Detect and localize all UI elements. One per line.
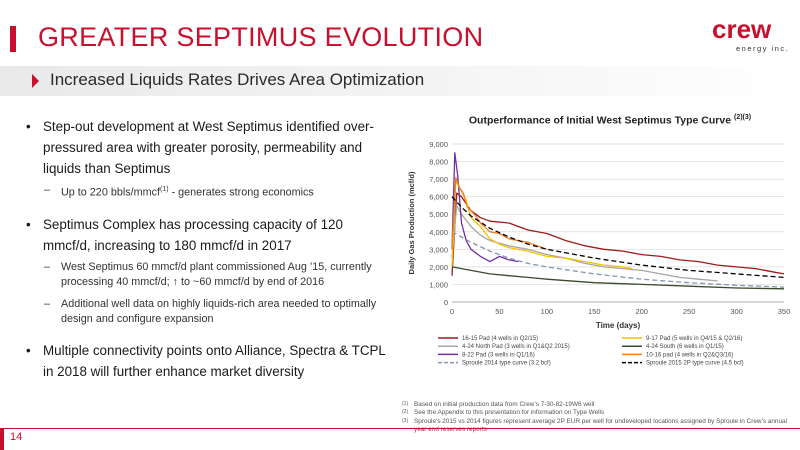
footnote-number: (3) [402,417,409,424]
x-axis-label: Time (days) [596,321,641,330]
page-subtitle: Increased Liquids Rates Drives Area Opti… [50,70,425,89]
chart-title-text: Outperformance of Initial West Septimus … [468,114,732,127]
y-tick-label: 6,000 [429,193,448,202]
y-tick-label: 0 [444,298,448,307]
legend-label: Sproule 2014 type curve (3.2 bcf) [462,361,551,367]
logo-wordmark: crew [712,14,772,44]
y-tick-label: 8,000 [429,158,448,167]
legend-label: 8-22 Pad (3 wells in Q1/16) [462,352,535,358]
y-tick-label: 7,000 [429,175,448,184]
x-tick-label: 350 [778,307,791,316]
y-axis-label: Daily Gas Production (mcf/d) [407,171,416,274]
page-title: GREATER SEPTIMUS EVOLUTION [38,22,484,52]
y-tick-label: 1,000 [429,280,448,289]
sub-bullet-item: Additional well data on highly liquids-r… [44,297,386,326]
x-tick-label: 0 [450,307,454,316]
series-line [451,180,633,270]
footnote-number: (2) [402,409,409,416]
sub-bullet-item: West Septimus 60 mmcf/d plant commission… [44,260,386,289]
footnote-item: (3) Sproule’s 2015 vs 2014 figures repres… [402,418,797,435]
crew-logo: crew energy inc. [712,14,792,54]
series-line [451,152,519,263]
legend-label: 10-16 pad (4 wells in Q2&Q3/16) [646,352,733,358]
footnotes: (1) Based on initial production data from… [402,401,797,435]
footnote-text: Sproule’s 2015 vs 2014 figures represent… [414,417,788,434]
chart-title: Outperformance of Initial West Septimus … [440,111,780,128]
series-line [451,204,718,282]
bullet-item: Septimus Complex has processing capacity… [26,214,386,256]
production-chart: 0 1,000 2,000 3,000 4,000 5,000 6,000 7,000 8,00… [407,140,791,367]
logo-tagline: energy inc. [736,44,790,53]
bullet-item: Step-out development at West Septimus id… [26,116,386,179]
series-line [451,266,785,290]
footnote-item: (2) See the Appendix to this presentation… [402,409,797,417]
footer-rule [0,428,800,429]
bullet-item: Multiple connectivity points onto Allian… [26,340,386,382]
y-tick-label: 2,000 [429,263,448,272]
page-number: 14 [10,431,23,443]
footnote-text: See the Appendix to this presentation fo… [414,409,605,417]
y-tick-label: 4,000 [429,228,448,237]
footnote-ref: (1) [160,186,169,193]
footnote-number: (1) [402,401,409,407]
series-line [451,192,785,276]
x-tick-label: 200 [635,307,648,316]
legend-label: 4-24 South (6 wells in Q1/15) [646,344,724,350]
y-tick-label: 5,000 [429,210,448,219]
footnote-item: (1) Based on initial production data from… [402,401,797,409]
x-tick-label: 150 [588,307,601,316]
bullet-list: Step-out development at West Septimus id… [26,116,386,386]
x-tick-label: 250 [683,307,696,316]
x-tick-label: 50 [495,307,503,316]
series-line [451,176,548,250]
footnote-text: Based on initial production data from Cr… [414,401,595,408]
series-line [451,196,785,279]
y-tick-label: 3,000 [429,245,448,254]
subtitle-band [0,66,800,96]
subtitle-arrow-icon [32,74,39,88]
x-tick-label: 300 [730,307,743,316]
legend-label: 16-15 Pad (4 wells in Q2/15) [462,336,538,342]
x-tick-label: 100 [541,307,554,316]
legend-label: 9-17 Pad (5 wells in Q4/15 & Q2/16) [646,336,742,342]
legend-label: 4-24 North Pad (3 wells in Q1&Q2 2015) [462,344,570,350]
sub-bullet-item: Up to 220 bbls/mmcf(1) - generates stron… [44,183,386,200]
chart-title-footnote-ref: (2)(3) [733,114,752,121]
series-line [451,231,785,288]
sub-bullet-text: - generates strong economics [168,186,314,199]
y-tick-label: 9,000 [429,140,448,149]
title-accent-bar [10,26,16,52]
footer-accent [0,428,4,450]
sub-bullet-text: Up to 220 bbls/mmcf [61,186,161,199]
legend-label: Sproule 2015 2P type curve (4.5 bcf) [646,361,744,367]
